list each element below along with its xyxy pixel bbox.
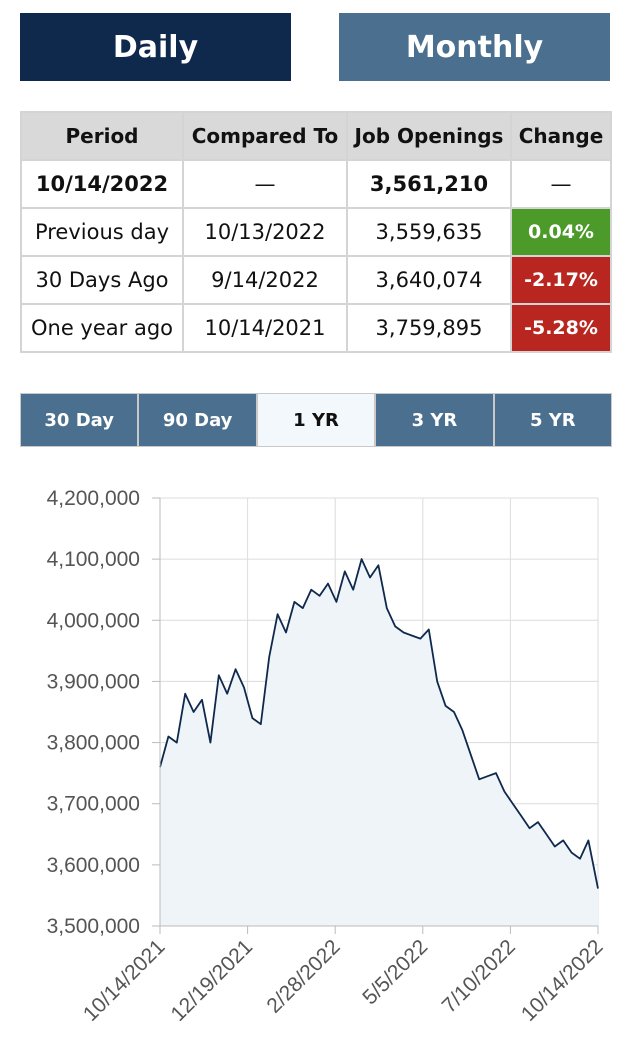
cell-change-negative: -2.17% [510, 255, 612, 305]
x-tick-label: 2/28/2022 [262, 935, 344, 1017]
y-tick-label: 3,500,000 [47, 915, 140, 938]
y-tick-label: 3,700,000 [47, 793, 140, 816]
cell-change-positive: 0.04% [510, 207, 612, 257]
y-tick-label: 4,100,000 [47, 548, 140, 571]
job-openings-chart: 3,500,000 3,600,000 3,700,000 3,800,000 3,90… [47, 487, 608, 1026]
x-tick-label: 12/19/2021 [167, 935, 258, 1026]
daily-button[interactable]: Daily [20, 13, 291, 81]
cell-job-openings: 3,759,895 [346, 303, 512, 353]
range-button-90-day[interactable]: 90 Day [139, 394, 256, 446]
y-tick-label: 3,600,000 [47, 854, 140, 877]
cell-job-openings: 3,559,635 [346, 207, 512, 257]
column-header-job-openings: Job Openings [346, 111, 512, 161]
cell-period: 10/14/2022 [20, 159, 184, 209]
summary-table: Period Compared To Job Openings Change 1… [20, 111, 612, 353]
cell-job-openings: 3,561,210 [346, 159, 512, 209]
column-header-compared-to: Compared To [182, 111, 348, 161]
range-button-5-yr[interactable]: 5 YR [494, 394, 612, 446]
table-row: Previous day 10/13/2022 3,559,635 0.04% [20, 207, 612, 257]
table-row: 30 Days Ago 9/14/2022 3,640,074 -2.17% [20, 255, 612, 305]
column-header-change: Change [510, 111, 612, 161]
cell-period: One year ago [20, 303, 184, 353]
monthly-button[interactable]: Monthly [339, 13, 610, 81]
y-tick-label: 4,200,000 [47, 487, 140, 510]
series-area [160, 559, 598, 926]
cell-compared-to: 9/14/2022 [182, 255, 348, 305]
x-tick-label: 10/14/2022 [517, 935, 608, 1026]
y-tick-label: 4,000,000 [47, 609, 140, 632]
series-line [159, 558, 599, 889]
range-button-30-day[interactable]: 30 Day [21, 394, 138, 446]
cell-compared-to: — [182, 159, 348, 209]
cell-period: 30 Days Ago [20, 255, 184, 305]
range-button-1-yr[interactable]: 1 YR [257, 394, 375, 446]
column-header-period: Period [20, 111, 184, 161]
cell-period: Previous day [20, 207, 184, 257]
x-tick-label: 5/5/2022 [358, 935, 432, 1009]
cell-change-negative: -5.28% [510, 303, 612, 353]
x-tick-label: 10/14/2021 [79, 935, 170, 1026]
table-header-row: Period Compared To Job Openings Change [20, 111, 612, 161]
cell-job-openings: 3,640,074 [346, 255, 512, 305]
cell-change: — [510, 159, 612, 209]
y-tick-label: 3,800,000 [47, 732, 140, 755]
range-selector: 30 Day 90 Day 1 YR 3 YR 5 YR [20, 393, 612, 447]
x-tick-label: 7/10/2022 [438, 935, 520, 1017]
y-tick-label: 3,900,000 [47, 670, 140, 693]
cell-compared-to: 10/13/2022 [182, 207, 348, 257]
table-row: One year ago 10/14/2021 3,759,895 -5.28% [20, 303, 612, 353]
cell-compared-to: 10/14/2021 [182, 303, 348, 353]
range-button-3-yr[interactable]: 3 YR [376, 394, 493, 446]
table-row: 10/14/2022 — 3,561,210 — [20, 159, 612, 209]
